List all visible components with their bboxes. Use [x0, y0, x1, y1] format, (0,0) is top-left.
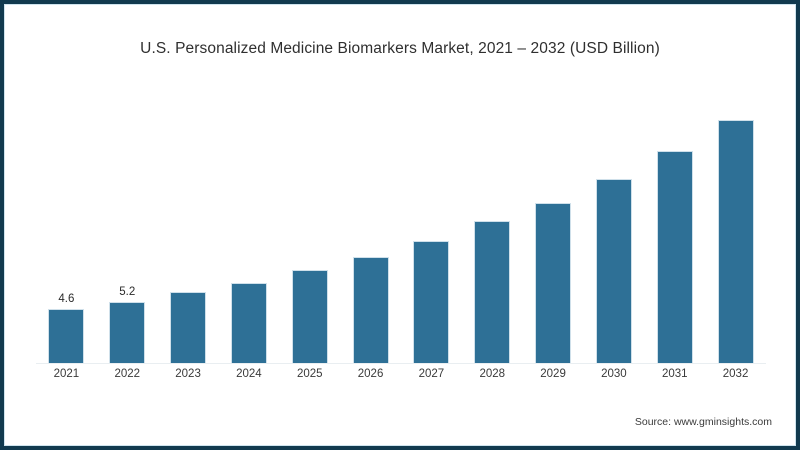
x-axis-tick-labels: 2021 2022 2023 2024 2025 2026 2027 2028 2029 2030… [36, 368, 766, 388]
x-tick-label-2023: 2023 [175, 368, 201, 380]
x-tick-label-2032: 2032 [722, 368, 749, 380]
bar-series: 4.6 5.2 [36, 90, 766, 363]
chart-title: U.S. Personalized Medicine Biomarkers Ma… [140, 40, 660, 57]
bar-rect-2025 [291, 269, 328, 363]
x-tick-label-2029: 2029 [540, 368, 566, 380]
x-axis-line [36, 363, 766, 364]
x-tick-label-2030: 2030 [601, 368, 627, 380]
bar-rect-2023 [170, 291, 207, 363]
bar-rect-2031 [656, 151, 693, 363]
bar-2029 [523, 90, 584, 363]
x-tick-label-2028: 2028 [479, 368, 506, 380]
bar-rect-2027 [413, 241, 450, 363]
x-tick-label-2021: 2021 [53, 368, 80, 380]
bar-2022: 5.2 [97, 90, 158, 363]
x-tick-label-2022: 2022 [114, 368, 141, 380]
bar-2032 [705, 90, 766, 363]
x-tick-label-2026: 2026 [357, 368, 384, 380]
bar-2031 [644, 90, 705, 363]
bar-value-label-2022: 5.2 [119, 286, 136, 299]
bar-2021: 4.6 [36, 90, 97, 363]
bar-rect-2026 [352, 257, 389, 363]
bar-value-label-2021: 4.6 [58, 293, 75, 306]
bar-rect-2030 [595, 178, 632, 363]
bar-rect-2028 [474, 221, 511, 363]
bar-rect-2032 [717, 120, 754, 363]
bar-rect-2021 [48, 309, 85, 363]
x-tick-label-2027: 2027 [418, 368, 445, 380]
bar-2026 [340, 90, 401, 363]
bar-2030 [584, 90, 645, 363]
source-attribution: Source: www.gminsights.com [634, 416, 772, 428]
bar-2023 [158, 90, 219, 363]
bar-2027 [401, 90, 462, 363]
bar-rect-2024 [230, 282, 267, 363]
bar-rect-2029 [535, 203, 572, 363]
bar-2025 [279, 90, 340, 363]
bar-2028 [462, 90, 523, 363]
x-tick-label-2024: 2024 [236, 368, 262, 380]
x-tick-label-2025: 2025 [296, 368, 323, 380]
plot-area: 4.6 5.2 [36, 90, 766, 364]
bar-rect-2022 [109, 302, 146, 363]
x-tick-label-2031: 2031 [661, 368, 688, 380]
bar-2024 [219, 90, 280, 363]
